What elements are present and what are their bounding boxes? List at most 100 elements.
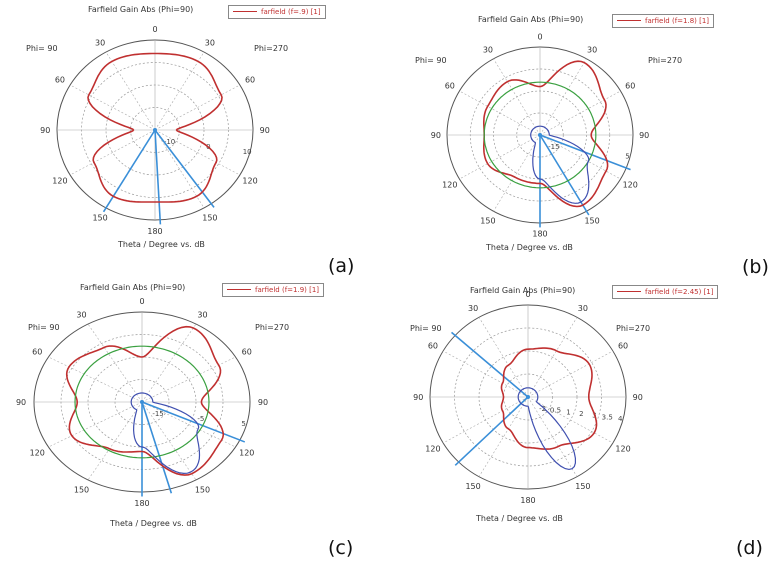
polar-spoke	[539, 58, 587, 136]
legend-swatch	[227, 288, 251, 290]
angle-tick-label: 150	[74, 485, 89, 494]
beam-direction-line	[141, 401, 173, 494]
panel-tag: (d)	[736, 537, 763, 559]
polar-spoke	[478, 396, 529, 477]
angle-tick-label: 90	[431, 131, 441, 140]
panel-tag: (a)	[328, 255, 355, 277]
polar-panel-c: 0 30 60 90 120 150 180 150 120 90 60 30 -15 -5 5 Farfi…	[0, 282, 390, 564]
legend: farfield (f=.9) [1]	[228, 5, 326, 19]
angle-tick-label: 60	[32, 348, 42, 357]
polar-spoke	[459, 134, 541, 180]
angle-tick-label: 150	[584, 216, 599, 225]
series-curve	[500, 347, 598, 450]
angle-tick-label: 60	[618, 341, 628, 350]
radial-tick-label: -5	[197, 415, 204, 423]
beam-direction-line	[102, 129, 156, 213]
angle-tick-label: 60	[55, 76, 65, 85]
polar-spoke	[48, 401, 143, 448]
polar-panel-b: 0 30 60 90 120 150 180 150 120 90 60 30 -15 5 Farfiel…	[390, 0, 779, 282]
polar-center	[140, 400, 144, 404]
polar-plot: 0 30 60 90 120 150 180 150 120 90 60 30 -15 -5 5	[16, 297, 268, 508]
legend-label: farfield (f=1.9) [1]	[255, 286, 320, 294]
angle-tick-label: 90	[260, 126, 270, 135]
radial-tick-label: -10	[164, 138, 175, 146]
series-curve	[530, 125, 590, 204]
radial-tick-label: -2	[539, 405, 546, 413]
angle-tick-label: 90	[639, 131, 649, 140]
angle-tick-label: 0	[537, 32, 542, 41]
chart-title: Farfield Gain Abs (Phi=90)	[80, 283, 186, 292]
series-curve	[483, 60, 609, 208]
legend-label: farfield (f=.9) [1]	[261, 8, 321, 16]
left-phi-label: Phi= 90	[410, 324, 442, 333]
polar-center	[538, 133, 542, 137]
series-curve	[87, 52, 223, 203]
beam-direction-line	[454, 396, 529, 466]
polar-center	[526, 395, 530, 399]
angle-tick-label: 120	[30, 448, 45, 457]
polar-spoke	[48, 356, 143, 403]
legend: farfield (f=1.9) [1]	[222, 283, 325, 297]
legend-swatch	[617, 19, 641, 21]
x-axis-label: Theta / Degree vs. dB	[118, 240, 205, 249]
radial-tick-label: 5	[625, 153, 629, 161]
angle-tick-label: 60	[428, 341, 438, 350]
series-curve	[65, 325, 225, 476]
legend-label: farfield (f=2.45) [1]	[645, 288, 714, 296]
x-axis-label: Theta / Degree vs. dB	[486, 243, 573, 252]
x-axis-label: Theta / Degree vs. dB	[110, 519, 197, 528]
angle-tick-label: 60	[625, 82, 635, 91]
right-phi-label: Phi=270	[254, 44, 289, 53]
left-phi-label: Phi= 90	[26, 44, 58, 53]
polar-panel-d: 0 30 60 90 120 150 180 150 120 90 60 30 -2 0.5 1 2 3 3.5 4…	[390, 282, 779, 564]
angle-tick-label: 120	[242, 176, 257, 185]
legend-swatch	[617, 290, 641, 292]
legend: farfield (f=2.45) [1]	[612, 285, 719, 299]
angle-tick-label: 120	[425, 445, 440, 454]
polar-spoke	[527, 350, 614, 398]
polar-spoke	[527, 317, 578, 398]
beam-direction-line	[451, 331, 529, 398]
chart-title: Farfield Gain Abs (Phi=90)	[88, 5, 194, 14]
legend-swatch	[233, 10, 257, 12]
radial-tick-label: 3.5	[602, 413, 613, 421]
angle-tick-label: 30	[468, 304, 478, 313]
angle-tick-label: 30	[205, 39, 215, 48]
polar-spoke	[105, 51, 156, 131]
right-phi-label: Phi=270	[255, 323, 290, 332]
polar-spoke	[69, 84, 156, 131]
series-curve	[130, 392, 201, 475]
polar-spoke	[539, 134, 621, 180]
series-curve	[74, 345, 210, 459]
radial-tick-label: -15	[152, 410, 163, 418]
angle-tick-label: 90	[258, 398, 268, 407]
polar-center	[153, 128, 157, 132]
angle-tick-label: 150	[195, 485, 210, 494]
polar-spoke	[154, 84, 241, 131]
beam-direction-line	[141, 401, 246, 443]
right-phi-label: Phi=270	[648, 56, 683, 65]
polar-spoke	[527, 396, 614, 444]
angle-tick-label: 150	[575, 482, 590, 491]
angle-tick-label: 60	[445, 82, 455, 91]
polar-spoke	[69, 129, 156, 176]
angle-tick-label: 150	[92, 213, 107, 222]
panel-tag: (c)	[328, 537, 354, 559]
polar-spoke	[442, 396, 529, 444]
polar-spoke	[141, 356, 236, 403]
polar-spoke	[154, 129, 241, 176]
angle-tick-label: 60	[245, 76, 255, 85]
angle-tick-label: 30	[587, 46, 597, 55]
chart-title: Farfield Gain Abs (Phi=90)	[470, 286, 576, 295]
angle-tick-label: 180	[134, 499, 149, 508]
angle-tick-label: 180	[532, 230, 547, 239]
polar-spoke	[478, 317, 529, 398]
polar-spoke	[493, 58, 541, 136]
beam-direction-line	[154, 129, 162, 225]
angle-tick-label: 30	[578, 304, 588, 313]
radial-tick-label: 2	[579, 410, 583, 418]
radial-tick-label: 1	[566, 408, 570, 416]
series-curve	[517, 387, 576, 471]
beam-direction-line	[154, 129, 215, 208]
